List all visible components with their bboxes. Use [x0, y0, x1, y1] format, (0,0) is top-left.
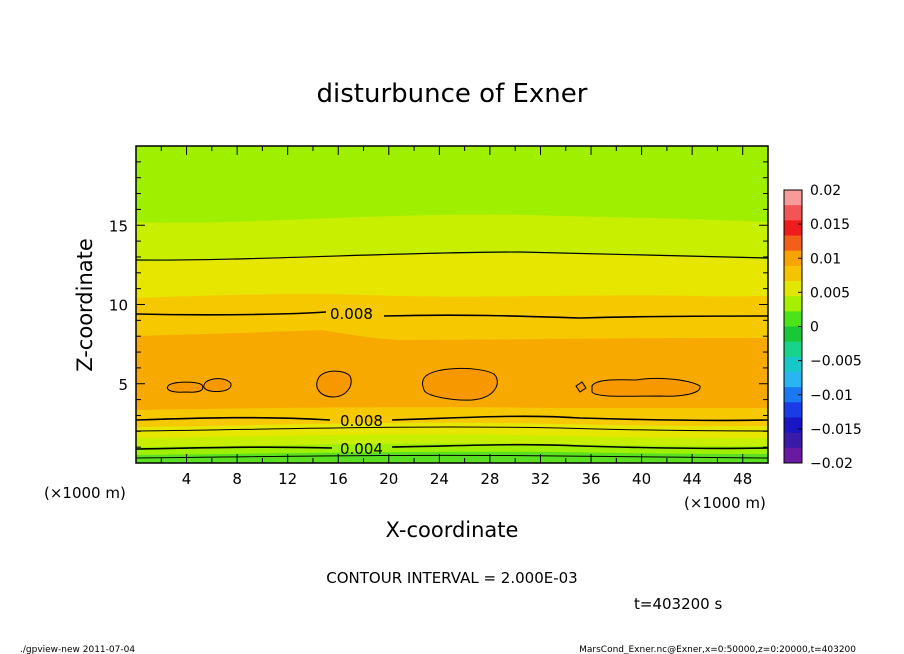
island-2 [203, 378, 232, 393]
y-tick-label: 5 [118, 376, 128, 394]
colorbar-swatch [784, 417, 802, 434]
x-tick-label: 40 [632, 470, 651, 488]
colorbar-label: −0.005 [810, 354, 862, 370]
x-tick-label: 48 [733, 470, 752, 488]
y-axis: 5 10 15 [109, 161, 768, 448]
contour-label-1: 0.008 [330, 305, 373, 323]
colorbar-swatch [784, 190, 802, 206]
x-axis: 4 8 12 16 20 24 28 32 36 40 44 48 [160, 146, 752, 488]
colorbar-label: −0.015 [810, 422, 862, 438]
x-tick-label: 24 [430, 470, 449, 488]
contour-line-0.008-upper [136, 311, 768, 319]
contour-line-mid-lower [136, 426, 768, 432]
y-tick-label: 10 [109, 297, 128, 315]
island-5 [575, 381, 587, 393]
colorbar-swatch [784, 235, 802, 252]
island-3 [316, 370, 352, 398]
colorbar-swatch [784, 296, 802, 312]
footer-right: MarsCond_Exner.nc@Exner,x=0:50000,z=0:20… [579, 645, 856, 654]
island-1 [166, 381, 204, 393]
chart-title: disturbunce of Exner [317, 79, 588, 109]
colorbar-swatch [784, 341, 802, 358]
contour-islands [166, 367, 701, 401]
colorbar-swatch [784, 372, 802, 388]
x-tick-label: 4 [182, 470, 192, 488]
contour-line-0.008-lower [136, 415, 768, 422]
colorbar-label: 0.01 [810, 251, 841, 267]
island-6 [591, 377, 701, 397]
colorbar-swatch [784, 432, 802, 449]
colorbar-swatch [784, 281, 802, 297]
x-tick-label: 32 [531, 470, 550, 488]
contour-line-0.004 [136, 443, 768, 450]
colorbar: 0.02 0.015 0.01 0.005 0 −0.005 −0.01 −0.015 −0.0… [783, 183, 862, 472]
colorbar-label: −0.01 [810, 388, 853, 404]
colorbar-swatch [784, 356, 802, 373]
x-tick-label: 28 [480, 470, 499, 488]
x-tick-label: 20 [379, 470, 398, 488]
colorbar-swatch [784, 265, 802, 282]
island-4 [422, 367, 498, 401]
x-tick-label: 44 [683, 470, 702, 488]
colorbar-swatch [784, 402, 802, 418]
colorbar-label: −0.02 [810, 456, 853, 472]
colorbar-label: 0.015 [810, 217, 850, 233]
time-label: t=403200 s [634, 595, 722, 613]
x-tick-label: 36 [581, 470, 600, 488]
y-tick-label: 15 [109, 217, 128, 235]
y-axis-label: Z-coordinate [73, 238, 97, 372]
colorbar-swatch [784, 205, 802, 221]
x-unit-right: (×1000 m) [684, 494, 766, 512]
colorbar-swatch [784, 250, 802, 267]
contour-label-3: 0.004 [340, 440, 383, 458]
x-tick-label: 16 [329, 470, 348, 488]
contour-lines [136, 251, 768, 459]
plot-area [136, 146, 768, 463]
colorbar-label: 0.02 [810, 183, 841, 199]
colorbar-swatch [784, 387, 802, 403]
x-unit-left: (×1000 m) [44, 484, 126, 502]
x-tick-label: 8 [232, 470, 242, 488]
x-axis-label: X-coordinate [386, 518, 519, 542]
contour-interval: CONTOUR INTERVAL = 2.000E-03 [326, 569, 577, 587]
colorbar-label: 0.005 [810, 285, 850, 301]
colorbar-swatch [784, 326, 802, 343]
band-bright-green-lower [136, 451, 768, 463]
footer-left: ./gpview-new 2011-07-04 [20, 645, 135, 654]
colorbar-swatch [784, 220, 802, 236]
colorbar-swatch [784, 311, 802, 327]
colorbar-label: 0 [810, 320, 819, 336]
x-tick-label: 12 [278, 470, 297, 488]
colorbar-swatch [784, 447, 802, 464]
contour-line-upper [136, 251, 768, 261]
contour-label-2: 0.008 [340, 412, 383, 430]
contour-line-lowest [136, 454, 768, 459]
